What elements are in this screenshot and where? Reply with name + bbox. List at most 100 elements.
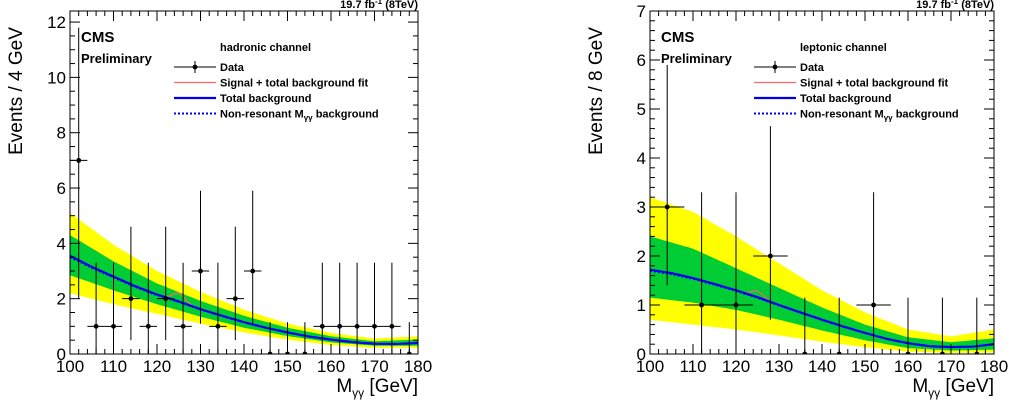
data-marker (111, 323, 116, 329)
y-tick-label: 4 (57, 234, 66, 253)
channel-label: hadronic channel (220, 42, 311, 54)
data-marker (76, 157, 82, 163)
band-1sigma (650, 236, 994, 351)
legend-label-text: Total background (800, 93, 891, 105)
x-tick-label: 180 (980, 357, 1008, 376)
legend-label-suffix: background (893, 109, 959, 121)
data-marker (354, 323, 360, 329)
legend-label-suffix: background (313, 109, 379, 121)
data-point (244, 190, 262, 324)
legend-label: Non-resonant Mγγ background (220, 109, 379, 123)
y-axis-title: Events / 4 GeV (6, 27, 27, 155)
data-point (122, 226, 140, 341)
data-marker (733, 302, 739, 308)
lumi-exponent: -1 (951, 0, 959, 6)
x-axis-title-unit: [GeV] (364, 376, 418, 397)
lumi-value: 19.7 fb (340, 0, 375, 11)
data-marker (250, 268, 256, 274)
data-marker (215, 323, 221, 329)
y-tick-label: 7 (637, 2, 646, 21)
x-tick-label: 150 (273, 357, 301, 376)
data-point (209, 262, 227, 354)
channel-label: leptonic channel (800, 42, 887, 54)
lumi-value: 19.7 fb (916, 0, 951, 11)
data-point (139, 262, 157, 354)
data-marker (198, 268, 203, 274)
preliminary-label: Preliminary (81, 51, 153, 66)
x-tick-label: 160 (894, 357, 922, 376)
data-marker (93, 323, 99, 329)
y-tick-label: 12 (47, 13, 66, 32)
y-tick-label: 2 (637, 247, 646, 266)
legend: hadronic channel Data Signal + total backg… (174, 42, 379, 123)
data-marker (871, 302, 876, 308)
nonresonant-background-curve (650, 270, 994, 348)
plot-area (650, 64, 994, 354)
legend-label: Total background (220, 93, 311, 105)
legend-data-marker (192, 64, 198, 70)
x-axis-title-main: M (912, 376, 928, 397)
legend-label-text: Total background (220, 93, 311, 105)
y-tick-label: 6 (57, 179, 66, 198)
x-tick-label: 180 (404, 357, 432, 376)
preliminary-label: Preliminary (661, 51, 733, 66)
data-point (331, 262, 349, 354)
plot-area (70, 27, 418, 354)
data-point (365, 262, 384, 354)
legend-label: Non-resonant Mγγ background (800, 109, 959, 123)
legend-label-sub: γγ (884, 114, 893, 123)
data-marker (372, 323, 377, 329)
data-point (313, 262, 331, 354)
cms-label: CMS (81, 29, 114, 46)
y-tick-label: 0 (637, 345, 646, 364)
data-point (104, 262, 123, 354)
x-tick-label: 170 (360, 357, 388, 376)
legend-label-sub: γγ (304, 114, 313, 123)
legend-label: Data (220, 62, 245, 74)
x-axis-title: Mγγ [GeV] (336, 376, 418, 400)
data-point (157, 226, 175, 341)
x-axis-title-sub: γγ (928, 386, 940, 400)
band-1sigma (70, 235, 418, 346)
lumi-energy: (8TeV) (382, 0, 418, 11)
data-marker (389, 323, 395, 329)
legend-label: Signal + total background fit (220, 78, 369, 90)
data-marker (768, 253, 773, 259)
axis-ticks (69, 11, 419, 355)
data-point (718, 192, 754, 354)
legend-label: Data (800, 62, 825, 74)
x-tick-label: 120 (143, 357, 171, 376)
data-point (383, 262, 401, 354)
legend-label: Signal + total background fit (800, 78, 949, 90)
legend-label-text: Data (220, 62, 245, 74)
x-tick-label: 130 (765, 357, 793, 376)
data-marker (232, 296, 238, 302)
x-tick-label: 120 (722, 357, 750, 376)
data-point (174, 262, 192, 354)
y-tick-label: 10 (47, 68, 66, 87)
y-axis-title: Events / 8 GeV (586, 27, 607, 155)
y-tick-label: 4 (637, 149, 646, 168)
chart-panel-1: 100 110 120 130 140 150 160 170 180 0 2 4 6 8 10 12 Mγγ … (6, 0, 432, 400)
data-marker (319, 323, 325, 329)
y-tick-label: 6 (637, 51, 646, 70)
x-tick-label: 100 (636, 357, 664, 376)
legend-label: Total background (800, 93, 891, 105)
legend-data-marker (772, 64, 778, 70)
lumi-exponent: -1 (375, 0, 383, 6)
data-marker (145, 323, 151, 329)
legend-label-text: Non-resonant M (800, 109, 884, 121)
lumi-energy: (8TeV) (958, 0, 994, 11)
data-point (348, 262, 366, 354)
x-tick-label: 110 (100, 357, 127, 376)
data-marker (699, 302, 704, 308)
data-point (684, 192, 719, 354)
y-tick-label: 1 (637, 296, 646, 315)
luminosity-label: 19.7 fb-1 (8TeV) (916, 0, 994, 11)
data-marker (128, 296, 134, 302)
x-axis-title-sub: γγ (352, 386, 364, 400)
data-marker (664, 204, 670, 210)
y-tick-label: 2 (57, 290, 66, 309)
legend-label-text: Signal + total background fit (220, 78, 369, 90)
